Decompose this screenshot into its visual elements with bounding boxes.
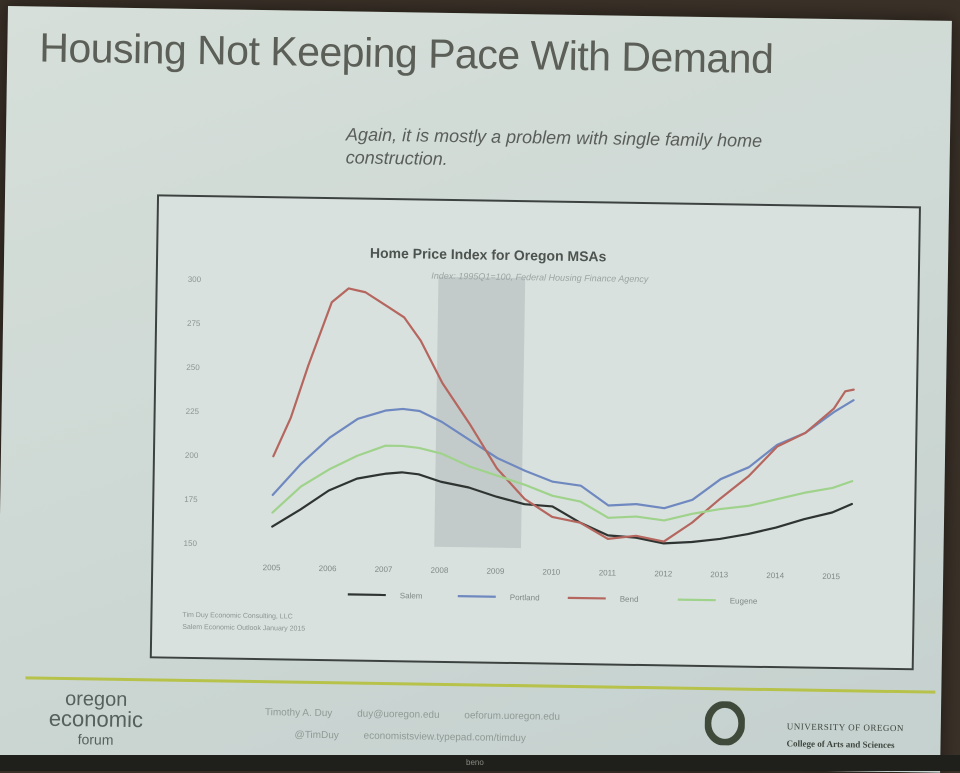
legend-label-eugene: Eugene: [730, 596, 758, 605]
logo-line-economic: economic: [49, 709, 143, 730]
footer-rule: [25, 676, 935, 693]
contact-email: duy@uoregon.edu: [357, 709, 440, 721]
contact-info: Timothy A. Duy duy@uoregon.edu oeforum.u…: [264, 702, 582, 751]
legend-swatch-salem: [348, 594, 386, 595]
legend-label-bend: Bend: [620, 595, 639, 604]
contact-blog: economistsview.typepad.com/timduy: [364, 731, 526, 745]
legend-swatch-bend: [568, 598, 606, 599]
x-tick-label: 2007: [375, 565, 393, 574]
legend-swatch-portland: [458, 596, 496, 597]
x-tick-label: 2014: [766, 571, 784, 580]
x-tick-label: 2011: [599, 568, 617, 577]
legend-swatch-eugene: [678, 600, 716, 601]
legend-label-salem: Salem: [400, 591, 423, 600]
y-tick-label: 225: [186, 407, 200, 416]
x-tick-label: 2005: [263, 563, 281, 572]
x-tick-label: 2013: [710, 570, 728, 579]
slide-title: Housing Not Keeping Pace With Demand: [39, 25, 774, 84]
oregon-economic-forum-logo: oregon economic forum: [48, 689, 143, 750]
contact-name: Timothy A. Duy: [265, 707, 333, 719]
recession-shade: [434, 277, 525, 548]
y-tick-label: 150: [184, 539, 198, 548]
chart-title: Home Price Index for Oregon MSAs: [370, 245, 607, 265]
university-wordmark: UNIVERSITY OF OREGON College of Arts and…: [786, 718, 904, 754]
projected-slide: Housing Not Keeping Pace With Demand Aga…: [0, 6, 952, 773]
contact-web: oeforum.uoregon.edu: [464, 710, 560, 723]
y-tick-label: 200: [185, 451, 199, 460]
x-tick-label: 2010: [542, 567, 560, 576]
chart-frame: Home Price Index for Oregon MSAs Index: 1…: [150, 194, 921, 670]
legend-label-portland: Portland: [510, 593, 540, 602]
y-tick-label: 250: [186, 363, 200, 372]
university-name: UNIVERSITY OF OREGON: [787, 718, 904, 737]
slide-subtitle: Again, it is mostly a problem with singl…: [345, 123, 816, 176]
x-tick-label: 2012: [654, 569, 672, 578]
college-name: College of Arts and Sciences: [786, 735, 903, 754]
y-tick-label: 175: [184, 495, 198, 504]
projector-label: beno: [466, 758, 484, 767]
y-tick-label: 300: [188, 275, 202, 284]
y-tick-label: 275: [187, 319, 201, 328]
contact-twitter: @TimDuy: [294, 730, 338, 742]
x-tick-label: 2006: [319, 564, 337, 573]
series-line-salem: [272, 470, 852, 546]
chart-source-line: Salem Economic Outlook January 2015: [182, 624, 305, 633]
x-tick-label: 2009: [486, 567, 504, 576]
series-line-portland: [273, 391, 854, 511]
chart-source-line: Tim Duy Economic Consulting, LLC: [182, 612, 292, 621]
x-tick-label: 2008: [431, 566, 449, 575]
x-tick-label: 2015: [822, 572, 840, 581]
uo-o-logo-icon: [704, 701, 745, 746]
series-line-bend: [272, 287, 855, 544]
